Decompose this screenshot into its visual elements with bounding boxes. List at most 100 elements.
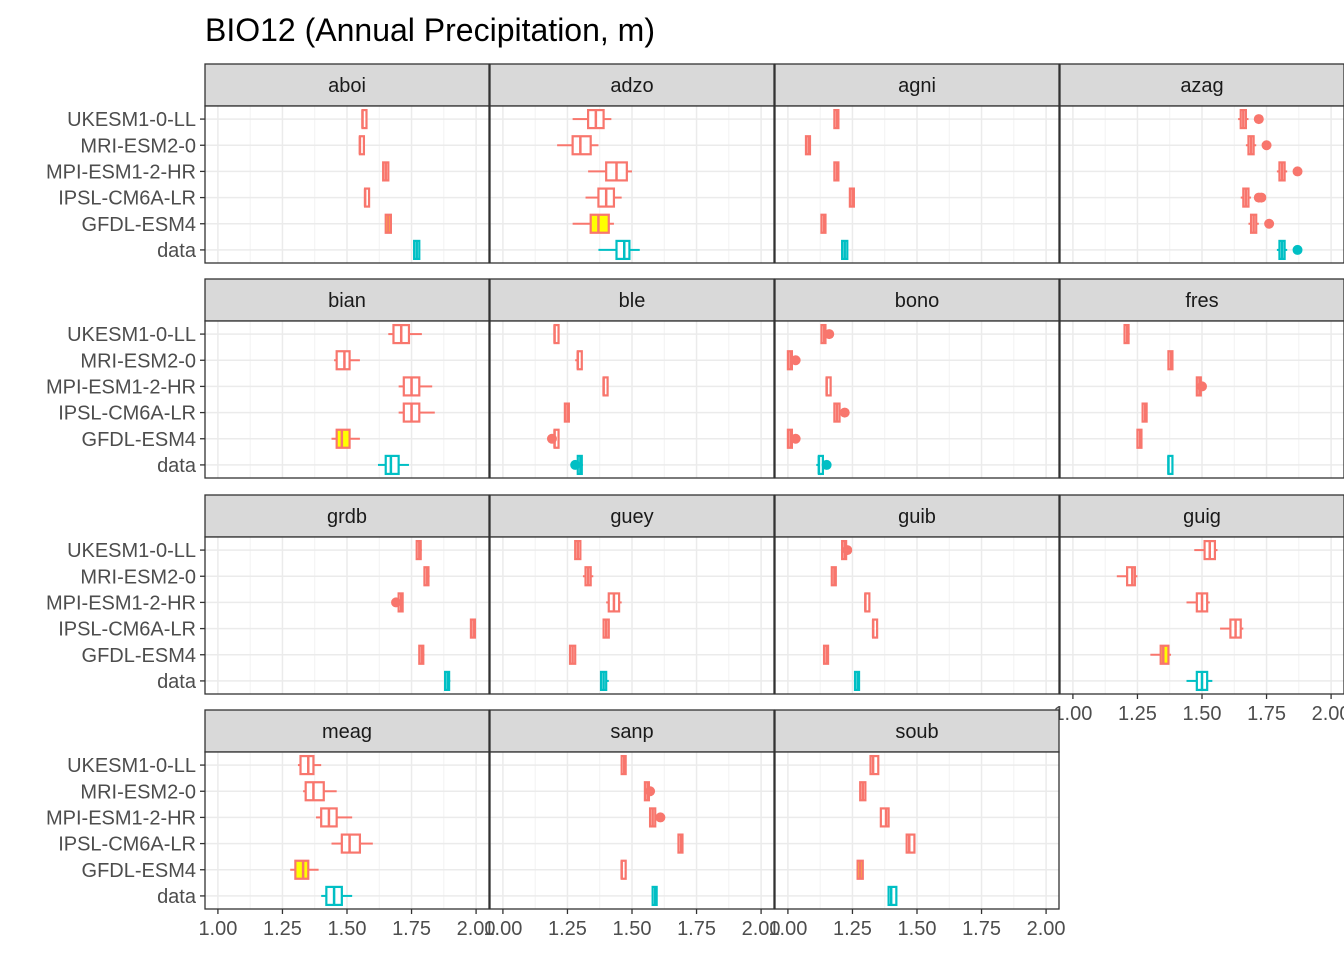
box-MRI-ESM2-0 bbox=[575, 350, 583, 371]
box-data bbox=[413, 239, 421, 261]
panel-bono: bono bbox=[774, 278, 1060, 479]
box-MRI-ESM2-0 bbox=[859, 781, 867, 802]
panel-meag: meag UKESM1-0-LL MRI-ESM2-0 MPI-ESM1-2-HR IP… bbox=[46, 709, 496, 940]
box-IPSL-CM6A-LR bbox=[1240, 187, 1267, 208]
outlier-point bbox=[842, 545, 853, 556]
box-GFDL-ESM4 bbox=[620, 859, 627, 880]
strip-label: adzo bbox=[610, 75, 653, 97]
strip-label: bian bbox=[328, 290, 366, 312]
panel-azag: azag bbox=[1059, 63, 1344, 264]
box-data bbox=[1186, 670, 1213, 692]
box-IPSL-CM6A-LR bbox=[833, 402, 850, 423]
panel-adzo: adzo bbox=[489, 63, 775, 264]
x-tick-label: 2.00 bbox=[1312, 703, 1344, 725]
outlier-point bbox=[1261, 140, 1272, 151]
box-MPI-ESM1-2-HR bbox=[316, 807, 353, 828]
box-UKESM1-0-LL bbox=[415, 539, 422, 561]
box-UKESM1-0-LL bbox=[1194, 539, 1218, 561]
strip-background bbox=[489, 63, 775, 107]
outlier-point bbox=[1197, 381, 1207, 392]
box-MPI-ESM1-2-HR bbox=[602, 376, 609, 397]
outlier-point bbox=[645, 786, 656, 797]
y-tick-label: UKESM1-0-LL bbox=[67, 324, 196, 346]
box-IPSL-CM6A-LR bbox=[469, 618, 477, 639]
box-data bbox=[444, 670, 451, 692]
box-MRI-ESM2-0 bbox=[1116, 566, 1138, 587]
panel-sanp: sanp 1.00 1.25 1.50 1.75 2.00 bbox=[483, 709, 781, 940]
x-tick-label: 2.00 bbox=[457, 918, 496, 940]
box-GFDL-ESM4 bbox=[546, 428, 560, 449]
box-MRI-ESM2-0 bbox=[582, 566, 594, 587]
strip-label: bono bbox=[895, 290, 940, 312]
box-MRI-ESM2-0 bbox=[303, 781, 337, 802]
box-MPI-ESM1-2-HR bbox=[398, 376, 433, 397]
y-tick-label: GFDL-ESM4 bbox=[82, 645, 196, 667]
box-UKESM1-0-LL bbox=[833, 108, 840, 130]
x-tick-label: 1.00 bbox=[483, 918, 522, 940]
box-iqr bbox=[1159, 644, 1170, 665]
y-tick-label: GFDL-ESM4 bbox=[82, 429, 196, 451]
box-UKESM1-0-LL bbox=[1238, 108, 1264, 130]
y-tick-label: IPSL-CM6A-LR bbox=[58, 403, 196, 425]
box-GFDL-ESM4 bbox=[856, 859, 864, 880]
box-UKESM1-0-LL bbox=[553, 323, 560, 345]
box-MRI-ESM2-0 bbox=[557, 135, 599, 156]
outlier-point bbox=[821, 459, 832, 470]
box-MPI-ESM1-2-HR bbox=[825, 376, 832, 397]
box-iqr bbox=[571, 135, 592, 156]
panel-border bbox=[774, 536, 1060, 695]
panel-grdb: grdb UKESM1-0-LL MRI-ESM2-0 MPI-ESM1-2-HR IP… bbox=[46, 494, 490, 695]
y-tick-label: MRI-ESM2-0 bbox=[80, 350, 196, 372]
strip-label: grdb bbox=[327, 506, 367, 528]
outlier-point bbox=[655, 812, 666, 823]
box-UKESM1-0-LL bbox=[820, 323, 835, 345]
y-tick-label: data bbox=[157, 671, 197, 693]
box-UKESM1-0-LL bbox=[572, 108, 612, 130]
box-MPI-ESM1-2-HR bbox=[833, 161, 840, 182]
box-iqr bbox=[384, 454, 400, 476]
box-MPI-ESM1-2-HR bbox=[588, 161, 632, 182]
box-MRI-ESM2-0 bbox=[786, 350, 801, 371]
strip-background bbox=[489, 494, 775, 538]
x-tick-label: 1.75 bbox=[962, 918, 1001, 940]
box-MPI-ESM1-2-HR bbox=[864, 592, 871, 613]
box-data bbox=[599, 670, 609, 692]
x-tick-label: 2.00 bbox=[742, 918, 781, 940]
panel-border bbox=[1059, 320, 1344, 479]
box-iqr bbox=[335, 350, 351, 371]
strip-label: aboi bbox=[328, 75, 366, 97]
box-IPSL-CM6A-LR bbox=[905, 833, 916, 854]
x-tick-label: 1.50 bbox=[613, 918, 652, 940]
strip-label: sanp bbox=[610, 721, 653, 743]
x-tick-label: 1.25 bbox=[1118, 703, 1157, 725]
x-tick-label: 1.50 bbox=[328, 918, 367, 940]
x-tick-label: 1.00 bbox=[768, 918, 807, 940]
box-UKESM1-0-LL bbox=[869, 754, 880, 776]
outlier-point bbox=[546, 433, 557, 444]
y-tick-label: data bbox=[157, 886, 197, 908]
y-tick-label: IPSL-CM6A-LR bbox=[58, 619, 196, 641]
box-GFDL-ESM4 bbox=[1150, 644, 1172, 665]
strip-label: guey bbox=[610, 506, 653, 528]
box-UKESM1-0-LL bbox=[574, 539, 582, 561]
panel-border bbox=[204, 320, 490, 479]
box-MPI-ESM1-2-HR bbox=[606, 592, 622, 613]
box-GFDL-ESM4 bbox=[290, 859, 319, 880]
panel-border bbox=[489, 320, 775, 479]
panel-border bbox=[774, 105, 1060, 264]
box-IPSL-CM6A-LR bbox=[677, 833, 684, 854]
y-tick-label: MPI-ESM1-2-HR bbox=[46, 807, 196, 829]
box-MRI-ESM2-0 bbox=[1167, 350, 1174, 371]
box-MPI-ESM1-2-HR bbox=[1186, 592, 1210, 613]
strip-label: soub bbox=[895, 721, 938, 743]
strip-background bbox=[204, 709, 490, 753]
box-MRI-ESM2-0 bbox=[830, 566, 837, 587]
x-tick-label: 1.00 bbox=[198, 918, 237, 940]
box-IPSL-CM6A-LR bbox=[398, 402, 435, 423]
box-MPI-ESM1-2-HR bbox=[879, 807, 890, 828]
x-tick-label: 1.75 bbox=[677, 918, 716, 940]
x-tick-label: 1.25 bbox=[548, 918, 587, 940]
y-tick-label: MPI-ESM1-2-HR bbox=[46, 376, 196, 398]
strip-label: fres bbox=[1185, 290, 1218, 312]
